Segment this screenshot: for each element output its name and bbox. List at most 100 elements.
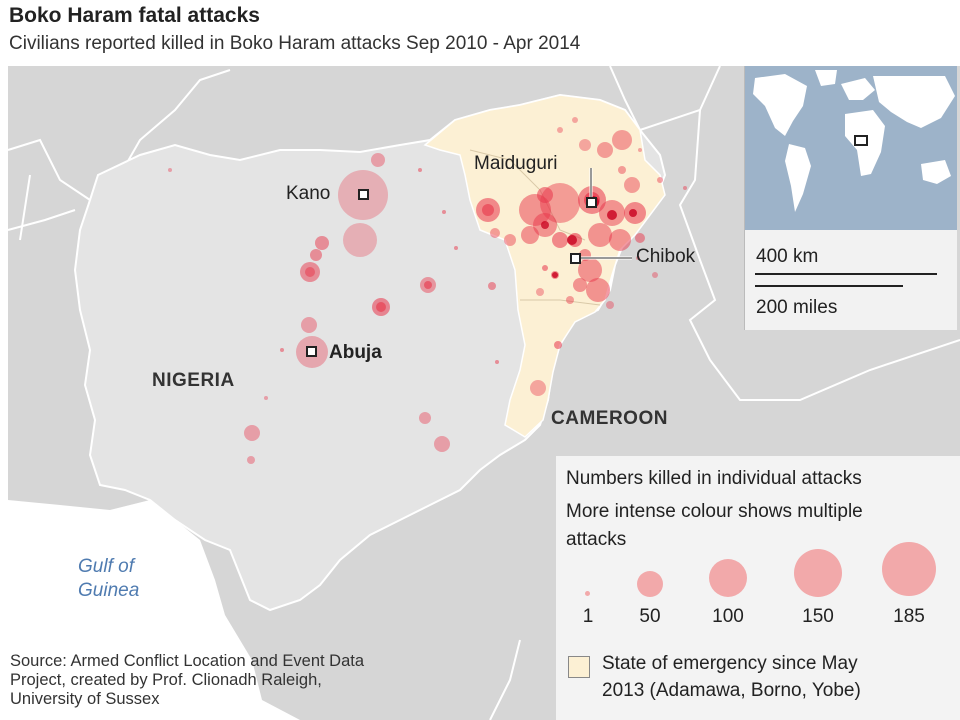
- attack-nw-4: [305, 267, 315, 277]
- source-line3: University of Sussex: [10, 690, 160, 708]
- legend-size-185: 185: [893, 606, 925, 627]
- map-subtitle: Civilians reported killed in Boko Haram …: [9, 33, 581, 54]
- attack-ne-a2: [482, 204, 494, 216]
- attack-abuja-3: [280, 348, 284, 352]
- attack-ne-c9: [624, 177, 640, 193]
- attack-south-8: [554, 341, 562, 349]
- inset-location-marker: [854, 135, 868, 146]
- attack-ne-e2: [586, 278, 610, 302]
- attack-ne-e6: [542, 265, 548, 271]
- attack-kano-mid: [343, 223, 377, 257]
- legend-circle-100: [709, 559, 747, 597]
- attack-ne-e4: [566, 296, 574, 304]
- sea-label-line2: Guinea: [78, 580, 140, 601]
- attack-dark-5: [541, 221, 549, 229]
- source-note: Source: Armed Conflict Location and Even…: [10, 652, 530, 709]
- attack-ne-f3: [652, 272, 658, 278]
- country-label-cameroon: CAMEROON: [551, 408, 668, 429]
- attack-nw-2: [310, 249, 322, 261]
- inset-africa: [845, 110, 885, 176]
- inset-europe: [841, 78, 875, 100]
- attack-ne-d2: [597, 142, 613, 158]
- attack-ne-f5: [638, 148, 642, 152]
- attack-central-1b: [376, 302, 386, 312]
- attack-ne-b6: [537, 187, 553, 203]
- attack-kano-small: [371, 153, 385, 167]
- maiduguri-marker: [586, 197, 597, 208]
- city-label-chibok: Chibok: [636, 246, 696, 267]
- attack-dark-3: [607, 210, 617, 220]
- legend-emergency-line2: 2013 (Adamawa, Borno, Yobe): [602, 680, 861, 701]
- attack-ne-a3: [490, 228, 500, 238]
- legend-circle-150: [794, 549, 842, 597]
- inset-south-america: [785, 144, 811, 212]
- kano-marker: [358, 189, 369, 200]
- attack-ne-e8: [536, 288, 544, 296]
- attack-dark-2: [567, 235, 577, 245]
- attack-ne-c6: [588, 223, 612, 247]
- attack-ne-e1: [578, 258, 602, 282]
- attack-ne-d1: [612, 130, 632, 150]
- attack-markers: [168, 117, 687, 464]
- attack-ne-f2: [683, 186, 687, 190]
- legend: Numbers killed in individual attacks Mor…: [556, 456, 960, 720]
- legend-title-line1: Numbers killed in individual attacks: [566, 468, 862, 489]
- attack-central-3: [488, 282, 496, 290]
- legend-circle-50: [637, 571, 663, 597]
- country-label-nigeria: NIGERIA: [152, 370, 235, 391]
- attack-ne-d5: [557, 127, 563, 133]
- attack-south-7: [530, 380, 546, 396]
- attack-south-2: [247, 456, 255, 464]
- attack-south-4: [434, 436, 450, 452]
- attack-ne-d4: [572, 117, 578, 123]
- legend-size-100: 100: [712, 606, 744, 627]
- attack-ne-a4: [504, 234, 516, 246]
- attack-central-4: [454, 246, 458, 250]
- map-title: Boko Haram fatal attacks: [9, 4, 260, 27]
- attack-dark-6: [552, 272, 558, 278]
- legend-title: Numbers killed in individual attacks Mor…: [566, 462, 956, 552]
- attack-central-2b: [424, 281, 432, 289]
- legend-emergency-line1: State of emergency since May: [602, 653, 858, 674]
- inset-asia: [873, 76, 955, 128]
- legend-size-1: 1: [582, 606, 594, 627]
- locator-inset: 400 km 200 miles: [744, 66, 957, 330]
- attack-dark-4: [629, 209, 637, 217]
- abuja-marker: [306, 346, 317, 357]
- world-locator-map: [745, 66, 957, 287]
- attack-nw-1: [315, 236, 329, 250]
- inset-australia: [921, 160, 951, 184]
- city-label-abuja: Abuja: [329, 342, 382, 363]
- attack-ne-c10: [618, 166, 626, 174]
- attack-ne-d3: [579, 139, 591, 151]
- attack-south-5: [264, 396, 268, 400]
- attack-ne-e3: [573, 278, 587, 292]
- attack-ne-e9: [606, 301, 614, 309]
- legend-size-150: 150: [802, 606, 834, 627]
- attack-ne-f1: [657, 177, 663, 183]
- inset-continents: [753, 70, 955, 212]
- source-line1: Source: Armed Conflict Location and Even…: [10, 652, 365, 670]
- city-label-maiduguri: Maiduguri: [474, 153, 558, 174]
- attack-south-3: [419, 412, 431, 424]
- scale-label-miles: 200 miles: [756, 297, 838, 318]
- legend-circle-185: [882, 542, 936, 596]
- attack-ne-c8: [635, 233, 645, 243]
- attack-ne-b4: [521, 226, 539, 244]
- attack-kano-tiny: [418, 168, 422, 172]
- inset-north-america: [753, 74, 807, 136]
- sea-label-line1: Gulf of: [78, 556, 134, 577]
- legend-emergency-text: State of emergency since May 2013 (Adama…: [602, 650, 952, 704]
- chibok-marker: [570, 253, 581, 264]
- city-label-kano: Kano: [286, 183, 331, 204]
- inset-greenland: [815, 70, 837, 86]
- scale-label-km: 400 km: [756, 246, 819, 267]
- sea-label: Gulf of Guinea: [78, 555, 139, 603]
- legend-title-line2: More intense colour shows multiple: [566, 501, 863, 522]
- attack-ne-c5: [609, 229, 631, 251]
- attack-central-5: [442, 210, 446, 214]
- attack-abuja-2: [301, 317, 317, 333]
- ocean: [8, 500, 300, 720]
- attack-south-1: [244, 425, 260, 441]
- legend-size-50: 50: [639, 606, 661, 627]
